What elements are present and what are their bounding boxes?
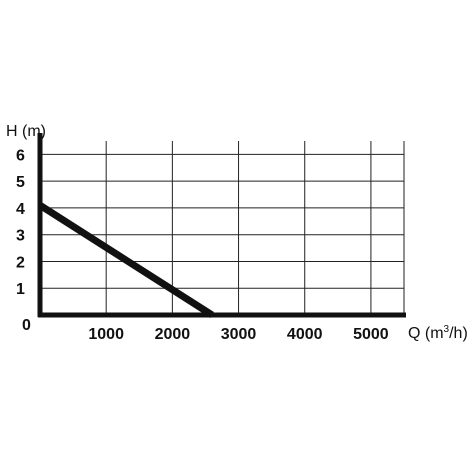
series-line-0 — [38, 202, 214, 318]
x-tick-label-3000: 3000 — [221, 326, 257, 343]
y-tick-label-1: 1 — [16, 281, 25, 298]
y-axis-title: H (m) — [6, 123, 46, 140]
grid — [40, 141, 405, 315]
y-tick-label-4: 4 — [16, 201, 25, 218]
y-tick-label-2: 2 — [16, 254, 25, 271]
tick-labels: 1 2 3 4 5 6 1000 2000 3000 4000 5000 — [16, 147, 389, 343]
x-axis-title-prefix: Q (m — [408, 325, 444, 342]
x-axis-title-suffix: /h) — [449, 325, 468, 342]
x-axis-title-superscript: 3 — [444, 324, 450, 335]
y-tick-label-3: 3 — [16, 228, 25, 245]
x-tick-label-4000: 4000 — [287, 326, 323, 343]
x-axis-title: Q (m3/h) — [408, 324, 468, 342]
origin-label: 0 — [22, 317, 31, 334]
x-tick-label-1000: 1000 — [88, 326, 124, 343]
x-tick-label-5000: 5000 — [353, 326, 389, 343]
series-layer — [38, 202, 214, 318]
y-tick-label-5: 5 — [16, 174, 25, 191]
y-tick-label-6: 6 — [16, 147, 25, 164]
x-tick-label-2000: 2000 — [155, 326, 191, 343]
axes — [37, 133, 406, 318]
